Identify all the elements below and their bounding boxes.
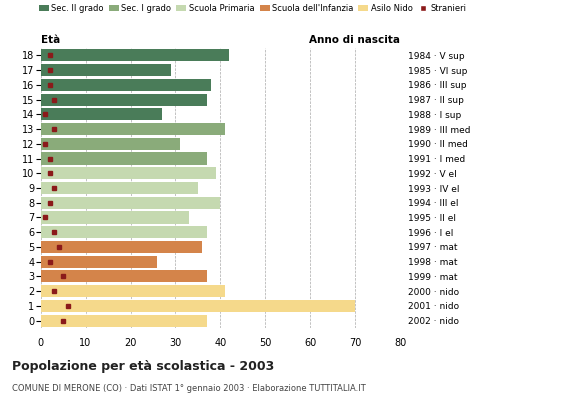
Bar <box>41 123 225 135</box>
Bar <box>41 314 207 327</box>
Text: Popolazione per età scolastica - 2003: Popolazione per età scolastica - 2003 <box>12 360 274 373</box>
Text: COMUNE DI MERONE (CO) · Dati ISTAT 1° gennaio 2003 · Elaborazione TUTTITALIA.IT: COMUNE DI MERONE (CO) · Dati ISTAT 1° ge… <box>12 384 365 393</box>
Bar <box>41 226 207 238</box>
Bar <box>41 79 211 91</box>
Text: Età: Età <box>41 35 60 45</box>
Bar <box>41 256 158 268</box>
Bar <box>41 300 355 312</box>
Legend: Sec. II grado, Sec. I grado, Scuola Primaria, Scuola dell'Infanzia, Asilo Nido, : Sec. II grado, Sec. I grado, Scuola Prim… <box>39 4 466 13</box>
Bar <box>41 94 207 106</box>
Bar <box>41 285 225 297</box>
Bar <box>41 64 171 76</box>
Bar <box>41 182 198 194</box>
Bar <box>41 241 202 253</box>
Text: Anno di nascita: Anno di nascita <box>309 35 400 45</box>
Bar <box>41 49 229 62</box>
Bar <box>41 152 207 164</box>
Bar <box>41 138 180 150</box>
Bar <box>41 108 162 120</box>
Bar <box>41 197 220 209</box>
Bar <box>41 270 207 282</box>
Bar <box>41 212 189 224</box>
Bar <box>41 167 216 179</box>
